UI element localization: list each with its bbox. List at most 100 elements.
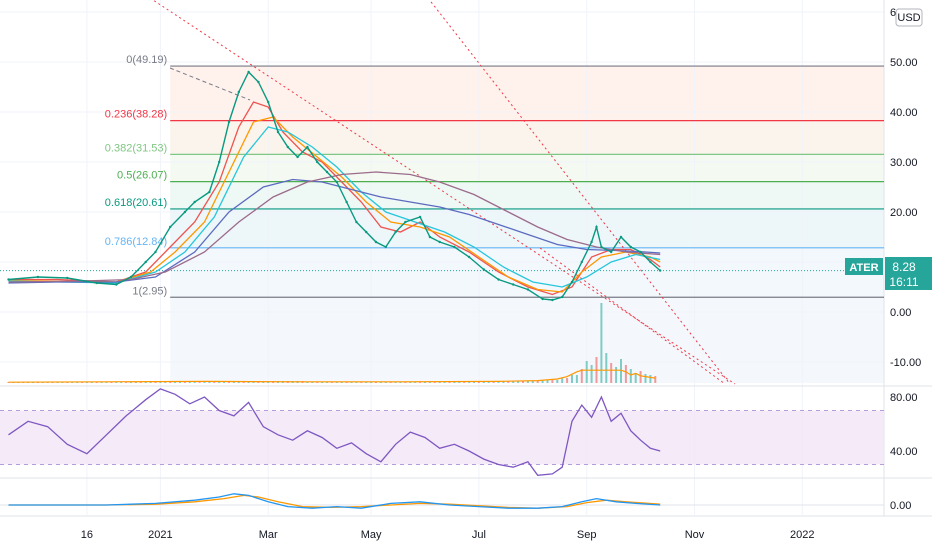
volume-bar <box>624 365 627 383</box>
volume-bar <box>541 380 544 383</box>
volume-bar <box>198 381 201 383</box>
price-point <box>129 275 133 279</box>
price-point <box>365 230 368 234</box>
volume-bar <box>600 303 603 383</box>
price-tick-label: -10.00 <box>890 357 921 369</box>
volume-bar <box>492 381 495 383</box>
price-point <box>218 160 221 164</box>
volume-bar <box>463 381 466 383</box>
price-tick-label: 50.00 <box>890 57 918 69</box>
price-point <box>512 283 515 286</box>
price-point <box>183 210 187 214</box>
price-point <box>286 145 289 149</box>
currency-badge[interactable]: USD <box>897 12 920 24</box>
volume-bar <box>179 381 181 383</box>
price-point <box>526 288 530 291</box>
price-point <box>355 220 358 224</box>
volume-bar <box>551 380 554 383</box>
last-price-tag-bg <box>885 257 932 290</box>
price-point <box>66 276 69 280</box>
symbol-tag-bg <box>845 258 883 275</box>
volume-bar <box>448 381 451 383</box>
price-point <box>296 155 299 159</box>
time-tick-label: Mar <box>259 529 278 541</box>
price-point <box>418 215 422 219</box>
price-point <box>428 235 432 239</box>
price-point <box>580 260 583 264</box>
fib-zone <box>170 120 884 155</box>
price-point <box>570 280 574 284</box>
currency-badge-bg[interactable] <box>895 8 923 27</box>
volume-bar <box>453 381 456 383</box>
volume-bar <box>580 369 583 383</box>
moving-averages <box>8 101 661 296</box>
fib-label: 1(2.95) <box>132 285 167 297</box>
fib-label: 0.5(26.07) <box>117 170 167 182</box>
price-point <box>639 250 642 254</box>
fib-label: 0(49.19) <box>126 54 167 66</box>
price-point <box>649 260 652 264</box>
last-price: 8.28 <box>892 260 916 274</box>
volume-bar <box>639 371 642 383</box>
rsi-tick-label: 40.00 <box>890 446 918 458</box>
volume-bar <box>502 381 505 383</box>
volume-bar <box>458 381 461 383</box>
fib-label: 0.786(12.84) <box>105 236 167 248</box>
price-point <box>169 225 172 229</box>
fib-label: 0.236(38.28) <box>105 109 167 121</box>
volume-bar <box>575 375 578 383</box>
fib-zone <box>170 181 884 209</box>
fib-zone <box>170 297 884 383</box>
trendlines[interactable] <box>150 0 736 385</box>
volume-bar <box>526 381 529 383</box>
volume-bar <box>149 381 152 383</box>
volume-bar <box>610 363 613 383</box>
rsi-band <box>0 410 884 465</box>
price-tick-label: 40.00 <box>890 107 918 119</box>
volume-bar <box>85 382 88 383</box>
moving-average-line <box>8 178 661 284</box>
volume-bar <box>438 381 441 383</box>
volume-bar <box>561 378 564 383</box>
volume-bar <box>507 381 510 383</box>
volume-bar <box>531 381 534 383</box>
symbol-tag: ATER <box>849 262 878 274</box>
volume-bar <box>605 353 608 383</box>
volume-bar <box>585 361 588 383</box>
price-point <box>394 230 397 234</box>
moving-average-line <box>8 116 661 293</box>
price-point <box>482 268 485 271</box>
price-point <box>600 245 603 249</box>
fib-zone <box>170 154 884 182</box>
price-point <box>659 269 662 272</box>
time-tick-label: 16 <box>81 529 93 541</box>
trendline-steep <box>428 0 731 385</box>
volume-bar <box>654 376 657 383</box>
volume-bar <box>154 381 157 383</box>
volume-bar <box>7 382 10 383</box>
volume-bar <box>193 381 196 383</box>
price-point <box>325 170 329 174</box>
macd-pane: 0.00 <box>0 493 911 512</box>
volume-bar <box>546 380 549 383</box>
volume-bar <box>487 381 490 383</box>
price-point <box>193 200 196 204</box>
volume-ma <box>8 369 656 383</box>
price-tick-label: 0.00 <box>890 307 911 319</box>
volume-bar <box>477 381 480 383</box>
price-point <box>438 240 441 244</box>
volume-bar <box>90 382 93 383</box>
volume-bar <box>556 380 559 383</box>
volume-bar <box>183 381 186 383</box>
price-point <box>316 160 319 164</box>
macd-line <box>8 493 661 509</box>
fib-levels[interactable]: 0(49.19) 0.236(38.28) 0.382(31.53) 0.5(26.0… <box>0 54 884 298</box>
time-tick-label: 2022 <box>790 529 814 541</box>
volume-bar <box>188 381 191 383</box>
time-tick-label: 2021 <box>148 529 172 541</box>
rsi-line <box>8 388 661 476</box>
price-point <box>267 100 270 104</box>
price-point <box>154 250 157 254</box>
volume-bar <box>649 375 652 383</box>
